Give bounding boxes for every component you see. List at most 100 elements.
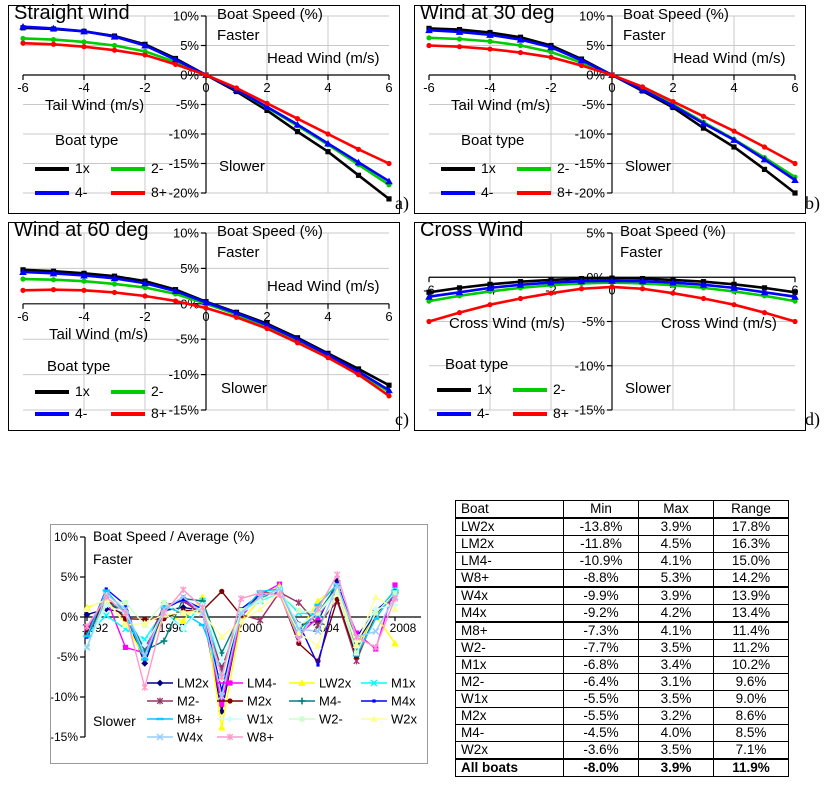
value-cell: 4.5% — [638, 535, 714, 553]
legend-swatch-1x — [437, 388, 471, 392]
marker-diamond — [156, 679, 164, 687]
boat-cell: W2- — [455, 639, 564, 657]
marker-circle — [81, 44, 87, 50]
value-cell: 9.6% — [713, 673, 789, 691]
x-tick-label: 4 — [324, 309, 331, 324]
value-cell: 3.9% — [638, 586, 714, 605]
marker-diamond — [102, 605, 110, 613]
y-tick-label: -15% — [169, 156, 200, 171]
y-tick-label: -10% — [169, 367, 200, 382]
ts-legend-entry-M1x: M1x — [361, 676, 416, 691]
marker-star — [333, 571, 341, 578]
marker-triangle — [577, 277, 586, 285]
marker-square — [386, 196, 392, 202]
tail-wind-label: Tail Wind (m/s) — [49, 326, 149, 343]
x-tick-label: -4 — [484, 80, 496, 95]
boat-cell: M1x — [455, 656, 564, 674]
marker-star — [83, 623, 91, 630]
marker-triangle — [385, 386, 393, 394]
marker-circle — [142, 616, 148, 622]
ts-legend-entry-M4x: M4x — [361, 694, 416, 709]
marker-diamond — [141, 660, 149, 667]
legend-swatch-4- — [35, 412, 69, 416]
ts-legend-label: W8+ — [247, 730, 274, 745]
marker-circle — [50, 41, 57, 47]
marker-circle — [20, 40, 26, 46]
marker-star — [122, 609, 129, 617]
boat-cell: M4- — [455, 724, 564, 742]
x-tick-label: 2 — [669, 282, 676, 297]
marker-triangle — [354, 158, 363, 166]
marker-circle — [426, 318, 432, 325]
marker-triangle — [391, 605, 399, 612]
summary-table-body: LW2x -13.8% 3.9% 17.8% LM2x -11.8% 4.5% 16.3% LM… — [455, 517, 789, 760]
legend-swatch-8+ — [513, 412, 547, 416]
x-tick-label: 2000 — [236, 621, 263, 635]
panel-corner-label-d: d) — [805, 409, 820, 429]
marker-star — [199, 604, 206, 611]
table-row: W8+ -8.8% 5.3% 14.2% — [455, 569, 789, 588]
marker-triangle — [760, 155, 769, 163]
boat-cell: M2- — [455, 673, 564, 691]
marker-square — [122, 644, 129, 650]
legend-swatch-8+ — [111, 412, 145, 416]
marker-circle — [172, 298, 179, 304]
x-tick-label: -6 — [17, 309, 29, 324]
y-tick-label: -5% — [582, 97, 606, 112]
ts-legend-label: M1x — [391, 676, 416, 691]
marker-triangle — [110, 33, 119, 40]
marker-triangle — [179, 617, 188, 624]
table-header-cell: Min — [563, 500, 639, 519]
marker-x — [141, 651, 149, 659]
marker-circle — [227, 698, 233, 704]
x-tick-label: -2 — [545, 282, 557, 297]
marker-square — [353, 650, 360, 656]
marker-circle — [639, 84, 646, 90]
marker-triangle — [638, 86, 647, 93]
ts-legend-entry-W2-: W2- — [289, 712, 343, 727]
marker-square — [731, 144, 737, 150]
marker-star — [156, 697, 164, 705]
head-wind-label: Head Wind (m/s) — [267, 50, 380, 67]
marker-circle — [325, 355, 331, 361]
marker-square — [238, 608, 244, 614]
ts-legend-entry-W1x: W1x — [217, 712, 274, 727]
marker-x — [218, 692, 226, 700]
marker-diamond — [83, 611, 91, 618]
marker-triangle — [298, 679, 306, 686]
marker-star — [237, 595, 245, 602]
marker-square — [353, 630, 360, 636]
x-tick-label: 2 — [263, 309, 270, 324]
marker-square — [122, 600, 129, 606]
value-cell: 5.3% — [638, 569, 714, 588]
table-row: M1x -6.8% 3.4% 10.2% — [455, 656, 789, 674]
value-cell: 17.8% — [713, 517, 789, 536]
value-cell: -6.8% — [563, 656, 639, 674]
slower-label: Slower — [219, 158, 265, 175]
value-cell: 7.1% — [713, 741, 789, 760]
marker-triangle — [179, 609, 188, 616]
boat-cell: LM2x — [455, 535, 564, 553]
marker-square — [761, 285, 768, 291]
y-tick-label: -10% — [169, 127, 200, 142]
marker-dot — [372, 699, 376, 703]
marker-star — [372, 644, 380, 651]
y-tick-label: -10% — [575, 358, 606, 373]
marker-triangle — [425, 26, 433, 34]
x-tick-label: -2 — [139, 309, 151, 324]
marker-diamond — [372, 605, 380, 613]
legend-label-2-: 2- — [151, 383, 164, 399]
ts-legend-entry-W8+: W8+ — [217, 730, 274, 745]
value-cell: -11.8% — [563, 535, 639, 553]
table-row: M2- -6.4% 3.1% 9.6% — [455, 673, 789, 691]
marker-circle — [456, 310, 463, 316]
value-cell: 13.9% — [713, 586, 789, 605]
marker-circle — [517, 42, 524, 49]
table-row: W2x -3.6% 3.5% 7.1% — [455, 741, 789, 760]
marker-circle — [203, 305, 209, 311]
marker-star — [160, 609, 168, 617]
ts-legend-label: W1x — [247, 712, 274, 727]
y-tick-label: -15% — [575, 156, 606, 171]
boat-cell: W8+ — [455, 569, 564, 588]
panel-corner-label-a: a) — [395, 193, 409, 213]
